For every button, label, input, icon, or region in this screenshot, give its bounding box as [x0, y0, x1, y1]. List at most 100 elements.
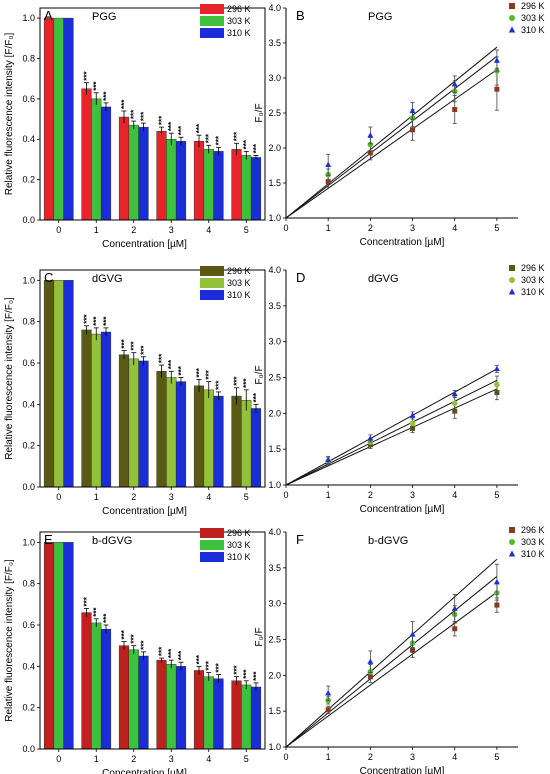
bar	[250, 686, 262, 750]
y-tick-label: 1.0	[268, 742, 281, 752]
bar	[213, 151, 224, 221]
bar	[203, 149, 214, 221]
legend-swatch	[200, 552, 224, 562]
significance-mark: ***	[140, 345, 149, 355]
panel-title: PGG	[368, 11, 392, 23]
significance-mark: ***	[140, 111, 149, 121]
data-point	[452, 626, 458, 632]
data-point	[325, 161, 332, 167]
bar	[203, 389, 214, 488]
significance-mark: ***	[242, 378, 251, 388]
x-axis-label: Concentration [µM]	[360, 766, 445, 774]
bar	[156, 130, 167, 221]
legend-label: 310 K	[521, 25, 545, 35]
data-point	[325, 707, 331, 713]
significance-mark: ***	[92, 316, 101, 326]
data-point	[494, 86, 500, 92]
panel-title: b-dGVG	[368, 535, 408, 547]
legend-swatch	[200, 278, 224, 288]
significance-mark: ***	[215, 662, 224, 672]
bar	[81, 88, 92, 221]
data-point	[409, 107, 416, 114]
panel-b: 0 1 2 3 4 5 1.0 1.5 2.0 2.5 3.0 3.5 4.0 Concentration…	[254, 1, 545, 248]
bar	[175, 141, 187, 221]
legend-swatch	[200, 528, 224, 538]
y-tick-label: 3.5	[268, 563, 281, 573]
significance-mark: ***	[233, 131, 242, 141]
legend-label: 310 K	[227, 28, 251, 38]
x-tick-label: 3	[169, 754, 174, 764]
legend-swatch	[200, 266, 224, 276]
significance-mark: ***	[83, 314, 92, 324]
bar	[231, 395, 242, 488]
y-tick-label: 2.0	[268, 670, 281, 680]
y-tick-label: 0.6	[22, 358, 35, 368]
y-tick-label: 1.0	[22, 13, 35, 23]
data-point	[367, 658, 374, 664]
x-tick-label: 3	[169, 225, 174, 235]
x-tick-label: 5	[494, 223, 499, 233]
data-point	[451, 400, 458, 407]
data-point	[493, 57, 500, 63]
y-tick-label: 0.6	[22, 94, 35, 104]
bar	[203, 676, 214, 750]
legend-marker	[509, 527, 515, 533]
significance-mark: ***	[195, 367, 204, 377]
data-point	[367, 141, 374, 148]
bar	[128, 358, 139, 488]
bar	[138, 655, 149, 750]
legend-swatch	[200, 4, 224, 14]
legend-label: 310 K	[227, 552, 251, 562]
data-point	[410, 127, 416, 133]
x-axis-label: Concentration [µM]	[360, 504, 445, 515]
y-tick-label: 4.0	[268, 265, 281, 275]
data-point	[367, 150, 373, 156]
bar	[166, 139, 177, 221]
y-tick-label: 3.0	[268, 337, 281, 347]
y-tick-label: 2.0	[268, 408, 281, 418]
x-tick-label: 3	[169, 492, 174, 502]
bar	[63, 280, 74, 488]
y-tick-label: 2.5	[268, 108, 281, 118]
plot-frame	[39, 269, 266, 488]
y-axis-label: Relative fluorescence intensity [F/F₀]	[4, 33, 15, 196]
y-tick-label: 0.2	[22, 441, 35, 451]
data-point	[409, 412, 416, 418]
panel-title: b-dGVG	[92, 535, 132, 547]
bar	[128, 124, 139, 221]
x-tick-label: 1	[94, 754, 99, 764]
y-tick-label: 2.5	[268, 373, 281, 383]
legend-label: 296 K	[521, 263, 545, 273]
legend-label: 310 K	[227, 290, 251, 300]
data-point	[325, 179, 331, 185]
data-point	[494, 602, 500, 608]
bar	[118, 116, 130, 221]
significance-mark: ***	[102, 91, 111, 101]
y-tick-label: 3.0	[268, 599, 281, 609]
significance-mark: ***	[205, 369, 214, 379]
bar	[91, 622, 102, 750]
bar	[241, 155, 252, 221]
bar	[118, 645, 130, 750]
bar	[175, 381, 187, 488]
legend-label: 303 K	[227, 16, 251, 26]
x-axis-label: Concentration [µM]	[102, 239, 187, 250]
significance-mark: ***	[102, 613, 111, 623]
significance-mark: ***	[83, 596, 92, 606]
legend-marker	[509, 265, 515, 271]
y-tick-label: 0.2	[22, 703, 35, 713]
legend-swatch	[200, 290, 224, 300]
fit-line	[285, 46, 498, 219]
legend-label: 303 K	[521, 13, 545, 23]
y-tick-label: 0.8	[22, 317, 35, 327]
significance-mark: ***	[120, 629, 129, 639]
bar	[138, 360, 149, 488]
significance-mark: ***	[167, 648, 176, 658]
bar	[63, 17, 74, 221]
data-point	[493, 578, 500, 585]
x-tick-label: 2	[131, 225, 136, 235]
significance-mark: ***	[177, 125, 186, 135]
bar	[250, 408, 262, 488]
x-tick-label: 5	[494, 752, 499, 762]
y-tick-label: 1.0	[22, 537, 35, 547]
